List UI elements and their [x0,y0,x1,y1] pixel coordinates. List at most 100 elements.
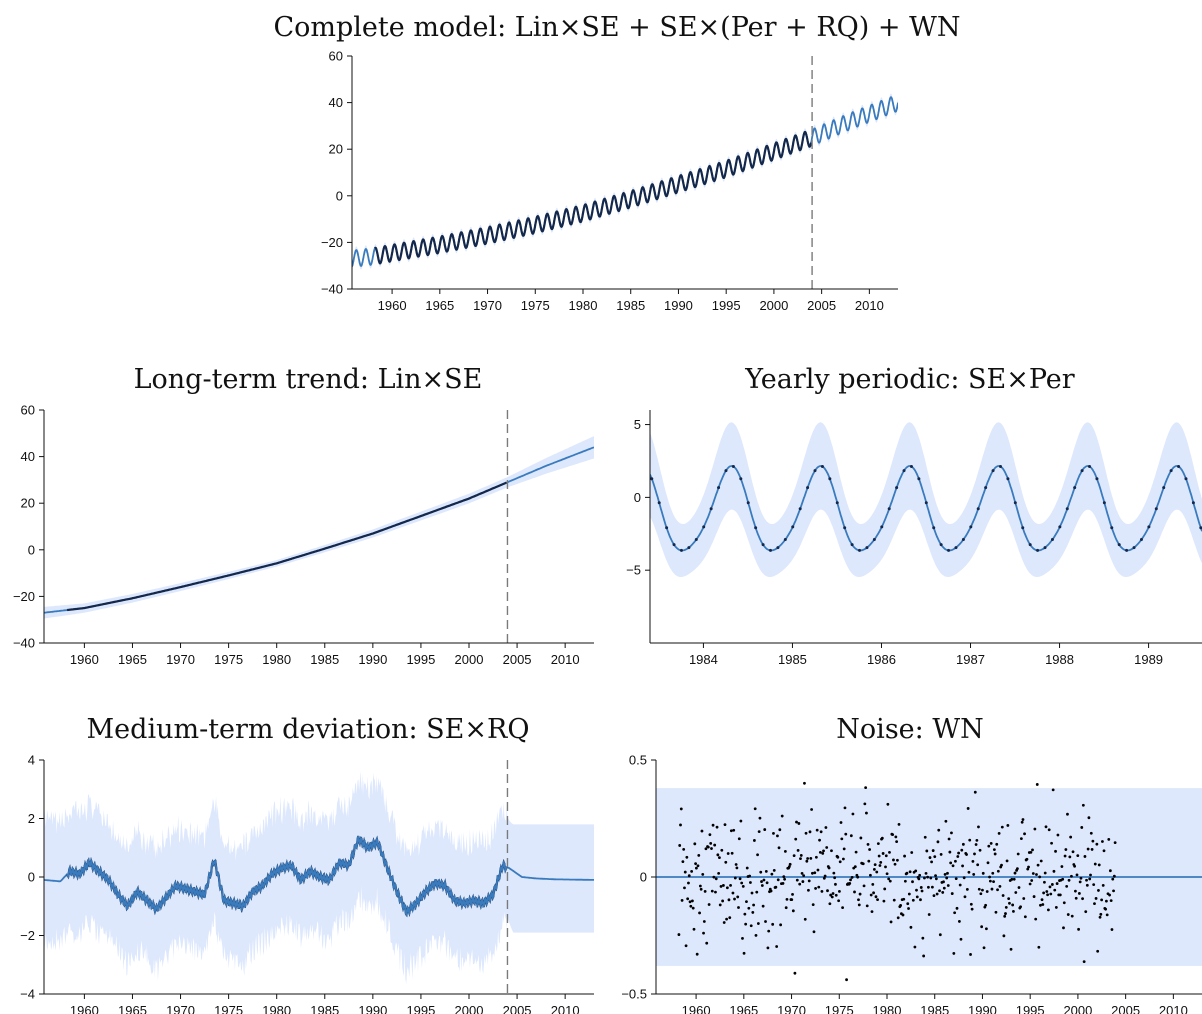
residual-point [885,872,889,876]
x-tick-label: 1985 [920,1003,949,1014]
residual-point [977,887,981,891]
residual-point [998,885,1002,888]
residual-point [767,929,771,933]
residual-point [691,899,694,903]
residual-point [1010,877,1014,881]
plot-area [352,93,898,271]
residual-point [1089,873,1092,877]
x-tick-label: 1984 [689,652,718,667]
residual-point [858,892,862,896]
residual-point [870,910,874,914]
residual-point [969,953,972,956]
residual-point [884,865,887,869]
monthly-data-point [776,546,780,550]
residual-point [974,843,978,846]
residual-point [692,927,696,931]
residual-point [933,855,937,859]
residual-point [714,877,718,881]
y-tick-label: 4 [28,753,35,768]
residual-point [784,906,788,910]
residual-point [1108,893,1111,897]
monthly-data-point [1073,486,1077,490]
x-tick-label: 1985 [310,652,339,667]
residual-point [889,920,893,924]
residual-point [819,830,823,834]
residual-point [919,898,922,902]
residual-point [772,831,775,835]
residual-point [1112,874,1116,878]
residual-point [836,855,840,859]
residual-point [1066,913,1070,916]
x-tick-label: 1975 [214,652,243,667]
y-tick-label: 5 [634,417,641,432]
residual-point [729,829,733,833]
residual-point [1091,839,1095,843]
residual-point [857,898,860,902]
residual-point [1081,803,1085,807]
residual-point [1096,949,1100,953]
residual-point [1098,915,1102,919]
residual-point [1076,854,1080,858]
residual-point [794,837,798,841]
residual-point [938,933,942,937]
residual-point [973,852,976,856]
residual-point [803,781,806,785]
residual-point [1060,865,1064,868]
residual-point [951,864,955,868]
residual-point [812,930,816,934]
residual-point [1012,877,1016,881]
residual-point [779,923,783,927]
residual-point [689,904,693,908]
residual-point [996,888,999,892]
residual-point [954,877,958,881]
monthly-data-point [991,469,995,473]
monthly-data-point [1199,526,1202,530]
residual-point [1111,877,1115,881]
plot-area [44,770,594,985]
residual-point [709,841,713,845]
residual-point [687,881,690,885]
residual-point [1093,862,1097,866]
residual-point [830,849,833,853]
residual-point [843,806,847,810]
residual-point [992,848,996,851]
residual-point [1112,889,1115,893]
residual-point [741,884,745,888]
residual-point [911,898,915,902]
residual-point [790,898,794,902]
monthly-data-point [702,525,706,529]
residual-point [765,881,769,885]
residual-point [1078,880,1082,884]
residual-point [743,912,747,916]
x-tick-label: 1990 [358,652,387,667]
residual-point [716,853,720,857]
residual-point [874,895,878,899]
x-tick-label: 1965 [118,652,147,667]
x-tick-label: 1985 [778,652,807,667]
monthly-data-point [694,538,698,542]
residual-point [841,906,844,910]
residual-point [930,860,933,864]
residual-point [911,880,914,884]
long-term-trend-plot: −40 −20 0 20 40 60 1960 1965 1970 1975 1980 1985 199… [13,403,594,667]
monthly-data-point [998,464,1002,468]
residual-point [994,910,998,914]
x-tick-label: 1995 [406,652,435,667]
residual-point [1102,849,1106,853]
x-tick-label: 1995 [406,1003,435,1014]
residual-point [849,878,852,882]
monthly-data-point [909,464,913,468]
residual-point [701,872,705,876]
residual-point [803,917,807,921]
monthly-data-point [761,543,765,547]
residual-point [1101,883,1105,887]
y-tick-label: 2 [28,811,35,826]
x-tick-label: 1965 [729,1003,758,1014]
residual-point [1061,877,1065,881]
residual-point [688,900,692,904]
residual-point [1009,947,1013,951]
residual-point [884,854,888,858]
y-tick-label: 0 [28,870,35,885]
residual-point [838,890,841,893]
residual-point [961,864,964,868]
